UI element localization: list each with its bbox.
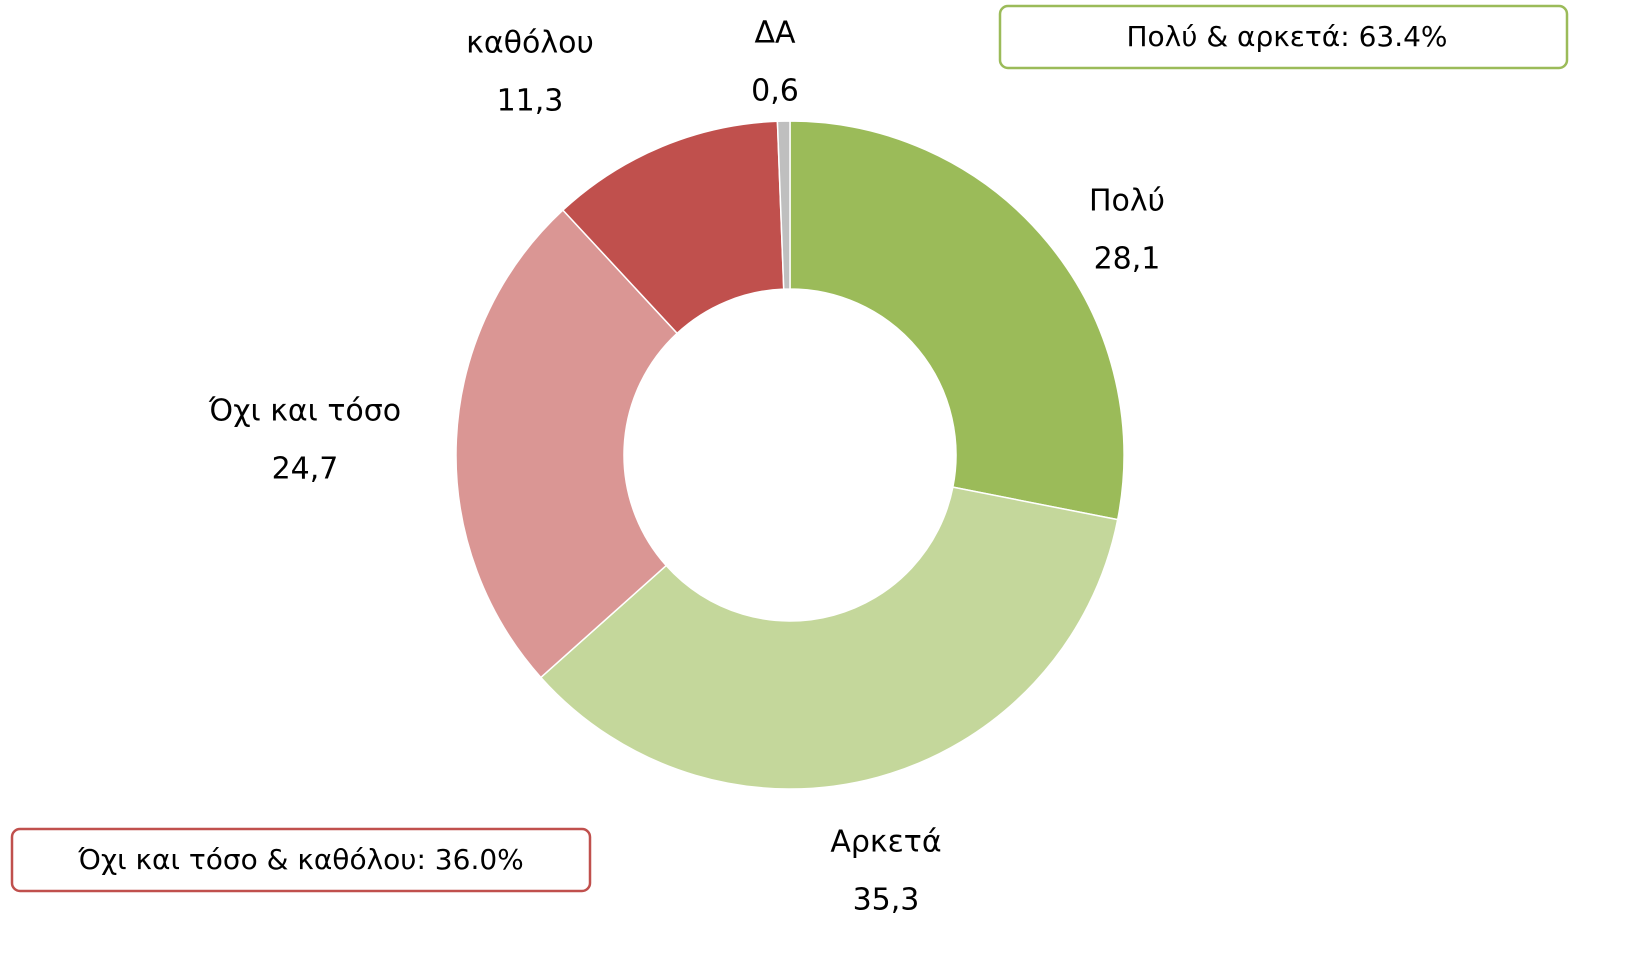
annotation-box [998, 4, 1569, 70]
slice-value: 35,3 [853, 883, 920, 918]
donut-slice [561, 120, 785, 335]
slice-label: καθόλου [466, 26, 594, 61]
slice-value: 28,1 [1094, 242, 1161, 277]
annotation: Πολύ & αρκετά: 63.4% [1126, 20, 1447, 53]
slice-value: 0,6 [751, 74, 799, 109]
slice-value: 11,3 [497, 84, 564, 119]
slice-value: 24,7 [272, 452, 339, 487]
donut-slice [455, 209, 679, 679]
slice-label: Αρκετά [830, 825, 941, 860]
annotation-box [10, 827, 592, 893]
slice-label: Πολύ [1089, 184, 1165, 219]
donut-slice [789, 120, 1125, 521]
slice-label: Όχι και τόσο [208, 394, 401, 429]
donut-slice [776, 120, 791, 290]
annotation: Όχι και τόσο & καθόλου: 36.0% [77, 843, 524, 876]
slice-label: ΔΑ [754, 16, 796, 51]
donut-slice [539, 486, 1119, 790]
